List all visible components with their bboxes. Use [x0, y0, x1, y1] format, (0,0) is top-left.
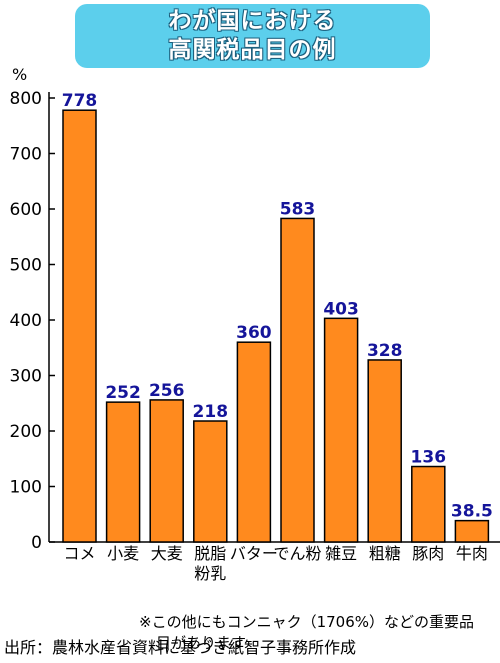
bar-value-label: 252	[105, 383, 141, 403]
bar	[323, 317, 359, 543]
chart-title-line2: 高関税品目の例	[168, 37, 337, 63]
x-tick-label: 牛肉	[456, 544, 488, 563]
bar-value-label: 218	[193, 402, 229, 422]
footnote-line2: 目があります	[156, 634, 247, 652]
title-box: わが国における 高関税品目の例	[75, 4, 430, 68]
x-tick-label: 粗糖	[369, 544, 401, 563]
x-tick-label: 粉乳	[194, 564, 226, 583]
x-tick-label: バター	[230, 544, 278, 563]
y-tick-label: 200	[10, 422, 42, 442]
bar	[280, 217, 315, 543]
y-tick-label: 500	[10, 256, 42, 276]
x-tick-label: 大麦	[151, 544, 183, 563]
bar-value-label: 360	[236, 323, 272, 343]
footnote-line1: ※この他にもコンニャク（1706%）などの重要品	[139, 613, 474, 631]
source-note: 出所：農林水産省資料に基づき紙智子事務所作成	[4, 638, 357, 657]
x-tick-label: コメ	[63, 544, 95, 563]
y-tick-label: 100	[10, 478, 42, 498]
bar	[105, 401, 141, 543]
bar-value-label: 256	[149, 381, 185, 401]
bar	[149, 399, 184, 543]
bar-value-label: 38.5	[451, 502, 493, 522]
bar-value-label: 328	[367, 341, 403, 361]
x-tick-label: 小麦	[107, 544, 139, 563]
y-unit-label: %	[12, 65, 27, 84]
y-tick-label: 0	[31, 533, 42, 553]
bar	[367, 359, 402, 543]
footnote: ※この他にもコンニャク（1706%）などの重要品 目があります	[139, 612, 499, 654]
y-tick-label: 300	[10, 367, 42, 387]
y-tick-label: 400	[10, 311, 42, 331]
bar	[454, 519, 490, 543]
x-tick-label: でん粉	[273, 544, 321, 563]
bar-value-label: 583	[280, 199, 316, 219]
bar-value-label: 778	[62, 91, 98, 111]
x-tick-label: 豚肉	[412, 544, 444, 563]
chart-title-line1: わが国における	[168, 8, 337, 34]
bar	[236, 341, 272, 543]
bar	[193, 420, 228, 543]
bar	[62, 109, 97, 543]
bar	[411, 465, 446, 543]
y-tick-label: 800	[10, 89, 42, 109]
y-tick-label: 700	[10, 145, 42, 165]
x-tick-label: 脱脂	[194, 544, 226, 563]
bar-value-label: 136	[411, 448, 447, 468]
bar-value-label: 403	[323, 299, 359, 319]
x-tick-label: 雑豆	[325, 544, 357, 563]
y-tick-label: 600	[10, 200, 42, 220]
